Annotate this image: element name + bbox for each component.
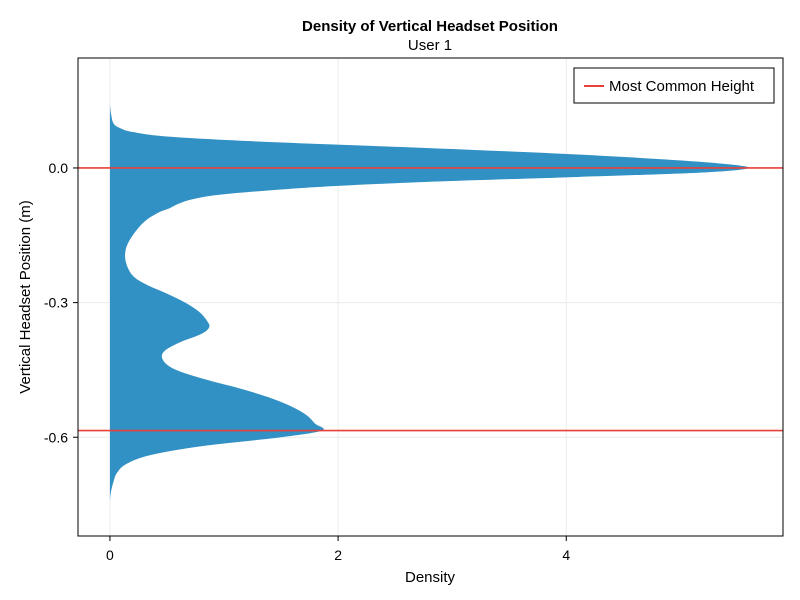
y-tick-label-1: -0.3 <box>44 295 68 311</box>
legend-entry-most-common-height: Most Common Height <box>609 78 755 95</box>
y-axis-label: Vertical Headset Position (m) <box>17 200 34 393</box>
y-tick-label-2: -0.6 <box>44 429 68 445</box>
plot-area <box>77 57 784 537</box>
density-area <box>109 105 750 501</box>
x-axis-ticks: 0 2 4 <box>106 536 570 563</box>
y-axis-ticks: 0.0 -0.3 -0.6 <box>44 160 78 445</box>
chart-subtitle: User 1 <box>408 37 452 54</box>
most-common-height-lines <box>78 167 783 432</box>
x-axis-label: Density <box>405 569 456 586</box>
y-tick-label-0: 0.0 <box>49 160 69 176</box>
x-tick-label-0: 0 <box>106 547 114 563</box>
plot-background <box>78 58 783 536</box>
plot-frame <box>77 57 784 537</box>
legend: Most Common Height <box>573 67 775 104</box>
x-tick-label-2: 4 <box>562 547 570 563</box>
x-tick-label-1: 2 <box>334 547 342 563</box>
legend-box <box>573 67 775 104</box>
chart-title: Density of Vertical Headset Position <box>302 18 558 35</box>
